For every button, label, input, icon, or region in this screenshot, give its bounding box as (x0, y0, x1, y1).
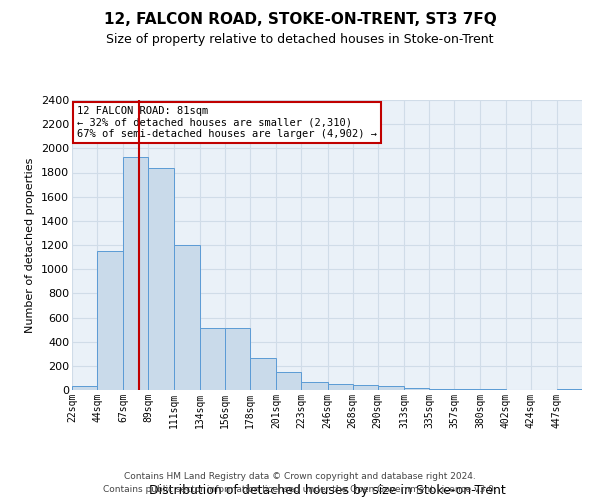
Bar (454, 389, 481, 390)
Bar (328, 384, 353, 390)
Bar (200, 328, 225, 390)
Bar (250, 358, 276, 390)
X-axis label: Distribution of detached houses by size in Stoke-on-Trent: Distribution of detached houses by size … (149, 484, 505, 496)
Bar (353, 385, 378, 390)
Bar (173, 245, 200, 390)
Text: Contains public sector information licensed under the Open Government Licence v3: Contains public sector information licen… (103, 485, 497, 494)
Bar (97, 251, 124, 390)
Bar (148, 168, 173, 390)
Y-axis label: Number of detached properties: Number of detached properties (25, 158, 35, 332)
Text: 12, FALCON ROAD, STOKE-ON-TRENT, ST3 7FQ: 12, FALCON ROAD, STOKE-ON-TRENT, ST3 7FQ (104, 12, 496, 28)
Text: Contains HM Land Registry data © Crown copyright and database right 2024.: Contains HM Land Registry data © Crown c… (124, 472, 476, 481)
Bar (429, 389, 454, 390)
Bar (72, 386, 97, 390)
Bar (124, 157, 148, 390)
Bar (301, 382, 328, 390)
Text: Size of property relative to detached houses in Stoke-on-Trent: Size of property relative to detached ho… (106, 32, 494, 46)
Bar (378, 386, 404, 390)
Bar (276, 372, 301, 390)
Text: 12 FALCON ROAD: 81sqm
← 32% of detached houses are smaller (2,310)
67% of semi-d: 12 FALCON ROAD: 81sqm ← 32% of detached … (77, 106, 377, 139)
Bar (404, 388, 429, 390)
Bar (225, 328, 250, 390)
